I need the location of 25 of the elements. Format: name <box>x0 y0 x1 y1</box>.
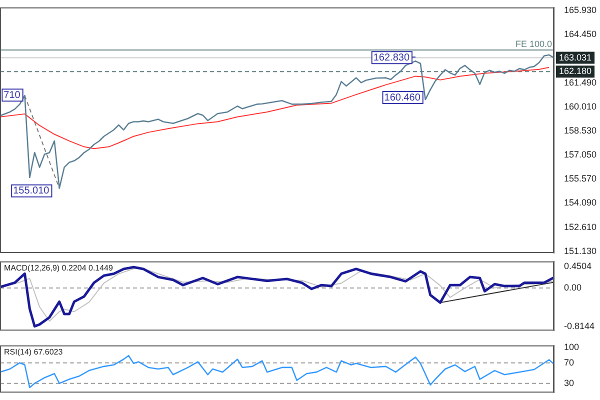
y-tick-label: 155.570 <box>564 174 597 184</box>
annotation: 162.830 <box>373 52 410 64</box>
y-tick-label: 152.610 <box>564 222 597 232</box>
annotation: 155.010 <box>13 186 50 197</box>
y-tick-label: 158.530 <box>564 126 597 136</box>
y-tick-label: 165.930 <box>564 5 597 16</box>
y-tick-label: 160.010 <box>564 101 597 112</box>
y-tick-label: 164.450 <box>564 29 597 40</box>
ref-line-label: FE 100.0 <box>515 39 552 49</box>
y-tick-label: 30 <box>564 378 574 388</box>
y-tick-label: 0.4504 <box>564 261 592 272</box>
ref-line-label: 163.031 <box>559 52 592 62</box>
y-tick-label: 0.00 <box>564 282 582 292</box>
y-tick-label: 154.090 <box>564 198 597 208</box>
chart-title: MACD(12,26,9) 0.2204 0.1449 <box>4 264 114 273</box>
ref-line-label: 162.180 <box>559 66 592 76</box>
annotation: 160.460 <box>384 92 421 104</box>
y-tick-label: 161.490 <box>564 77 597 88</box>
y-tick-label: 100 <box>564 342 580 352</box>
y-tick-label: 151.130 <box>564 246 597 256</box>
y-tick-label: 70 <box>564 357 574 368</box>
chart-title: RSI(14) 67.6023 <box>4 348 64 357</box>
annotation: 710 <box>4 90 21 101</box>
y-tick-label: 157.050 <box>564 150 597 160</box>
y-tick-label: -0.8144 <box>564 321 595 332</box>
